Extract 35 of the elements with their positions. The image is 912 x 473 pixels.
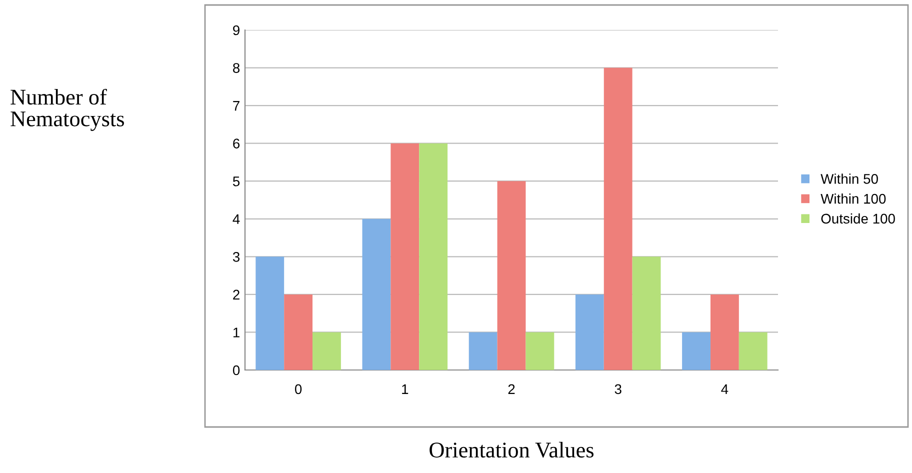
bar — [362, 218, 391, 370]
y-tick-label: 5 — [232, 176, 240, 186]
bar — [632, 256, 661, 370]
bar — [419, 143, 448, 370]
x-tick-label: 0 — [294, 384, 302, 394]
bar — [284, 294, 313, 370]
y-tick-label: 6 — [233, 138, 240, 149]
legend-label: Within 50 — [820, 174, 878, 184]
y-tick-label: 8 — [233, 63, 240, 73]
y-tick-label: 3 — [232, 252, 240, 262]
bar — [738, 332, 768, 370]
y-tick-label: 9 — [233, 25, 240, 36]
bar — [604, 68, 632, 370]
y-tick-label: 4 — [232, 214, 240, 224]
y-tick-label: 2 — [233, 290, 240, 300]
legend-label: Within 100 — [820, 194, 886, 204]
x-axis-title: Orientation Values — [430, 442, 594, 458]
bar — [682, 332, 710, 370]
x-tick-label: 2 — [508, 384, 515, 394]
x-tick-label: 4 — [721, 384, 728, 394]
bar — [575, 294, 604, 370]
bar — [468, 332, 498, 370]
x-tick-label: 1 — [402, 384, 408, 394]
bar — [710, 294, 739, 370]
y-tick-label: 7 — [233, 101, 240, 111]
y-tick-label: 0 — [232, 365, 240, 376]
y-tick-label: 1 — [233, 328, 240, 338]
x-tick-label: 3 — [614, 384, 622, 394]
bar — [526, 332, 554, 370]
bar — [497, 181, 526, 370]
bar — [312, 332, 341, 370]
bar — [390, 143, 420, 370]
legend-label: Outside 100 — [821, 213, 895, 224]
bar — [256, 256, 284, 370]
y-axis-title: Number of Nematocysts — [10, 88, 124, 131]
